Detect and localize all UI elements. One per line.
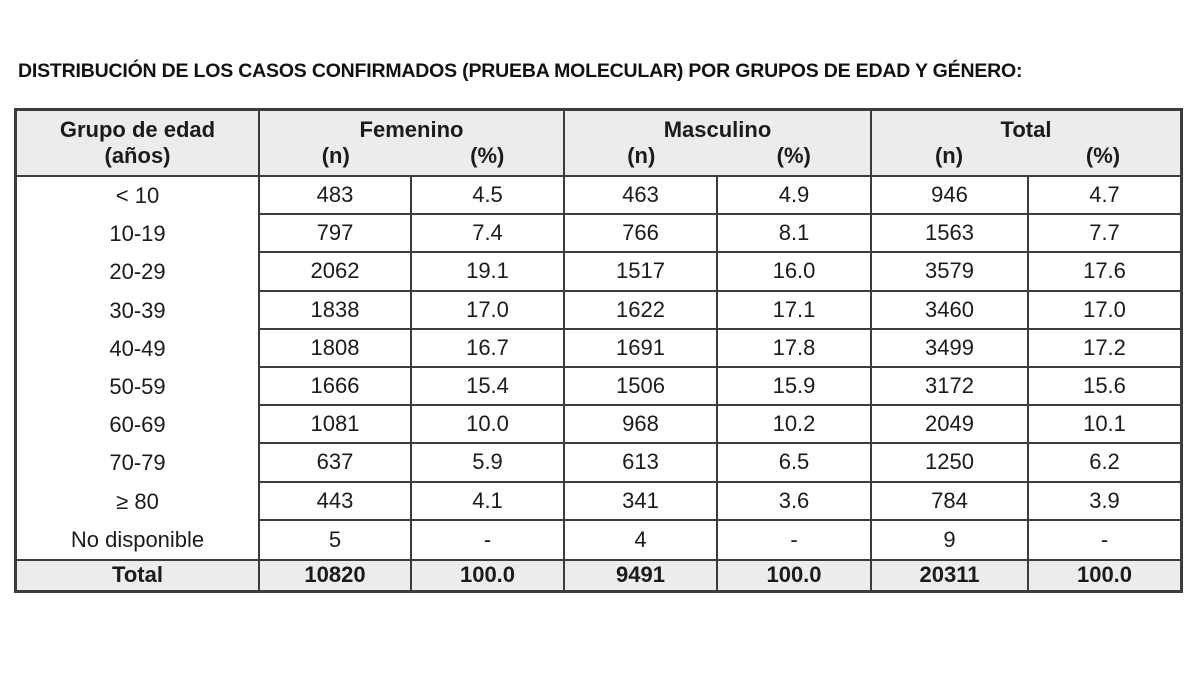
total-row-label: Total xyxy=(17,558,258,590)
total-percent-cell: 10.1 xyxy=(1027,406,1180,445)
male-count-cell: 1517 xyxy=(563,253,716,292)
total-count-cell: 784 xyxy=(870,482,1027,521)
column-header-total: Total (n) (%) xyxy=(870,111,1180,177)
total-count-cell: 3172 xyxy=(870,367,1027,407)
male-percent-cell: 8.1 xyxy=(716,215,870,254)
total-percent-cell: 15.6 xyxy=(1027,367,1180,407)
masculino-pct-label: (%) xyxy=(776,143,811,168)
total-percent-cell: 17.2 xyxy=(1027,329,1180,368)
total-count-cell: 1563 xyxy=(870,215,1027,254)
total-count-cell: 1250 xyxy=(870,444,1027,483)
male-percent-cell: 3.6 xyxy=(716,482,870,521)
total-count-cell: 3460 xyxy=(870,291,1027,330)
page-title: DISTRIBUCIÓN DE LOS CASOS CONFIRMADOS (P… xyxy=(18,60,1023,82)
age-group-cell: 20-29 xyxy=(109,259,166,285)
female-count-cell: 1666 xyxy=(258,367,410,407)
age-group-cell: No disponible xyxy=(70,526,205,552)
femenino-pct-label: (%) xyxy=(470,143,505,168)
total-male-count: 9491 xyxy=(563,558,716,590)
total-n-label: (n) xyxy=(934,143,964,168)
male-count-cell: 1622 xyxy=(563,291,716,330)
total-count-cell: 946 xyxy=(870,177,1027,216)
age-group-cell: 70-79 xyxy=(109,450,166,476)
male-percent-cell: - xyxy=(716,520,870,559)
total-percent-cell: 17.6 xyxy=(1027,253,1180,292)
female-percent-cell: 17.0 xyxy=(410,291,563,330)
femenino-label: Femenino xyxy=(359,116,464,142)
total-total-count: 20311 xyxy=(870,558,1027,590)
male-percent-cell: 17.8 xyxy=(716,329,870,368)
male-percent-cell: 17.1 xyxy=(716,291,870,330)
age-group-header-line1: Grupo de edad xyxy=(59,116,216,142)
female-percent-cell: 5.9 xyxy=(410,444,563,483)
masculino-n-label: (n) xyxy=(627,143,656,168)
total-male-percent: 100.0 xyxy=(716,558,870,590)
total-count-cell: 3579 xyxy=(870,253,1027,292)
female-count-cell: 797 xyxy=(258,215,410,254)
masculino-label: Masculino xyxy=(663,116,772,142)
female-percent-cell: - xyxy=(410,520,563,559)
age-group-cell: 30-39 xyxy=(109,297,166,323)
male-count-cell: 1506 xyxy=(563,367,716,407)
age-group-cell: 40-49 xyxy=(109,335,166,361)
total-percent-cell: 6.2 xyxy=(1027,444,1180,483)
total-percent-cell: 4.7 xyxy=(1027,177,1180,216)
female-count-cell: 1081 xyxy=(258,406,410,445)
female-count-cell: 1808 xyxy=(258,329,410,368)
female-percent-cell: 19.1 xyxy=(410,253,563,292)
total-pct-label: (%) xyxy=(1085,143,1121,168)
female-count-cell: 5 xyxy=(258,520,410,559)
total-total-percent: 100.0 xyxy=(1027,558,1180,590)
male-count-cell: 968 xyxy=(563,406,716,445)
female-percent-cell: 15.4 xyxy=(410,367,563,407)
column-header-femenino: Femenino (n) (%) xyxy=(258,111,563,177)
cases-by-age-gender-table: Grupo de edad (años) Femenino (n) (%) Ma… xyxy=(14,108,1183,593)
total-female-count: 10820 xyxy=(258,558,410,590)
total-count-cell: 2049 xyxy=(870,406,1027,445)
male-percent-cell: 4.9 xyxy=(716,177,870,216)
male-count-cell: 1691 xyxy=(563,329,716,368)
age-group-cell: 10-19 xyxy=(109,221,166,247)
male-percent-cell: 10.2 xyxy=(716,406,870,445)
female-percent-cell: 7.4 xyxy=(410,215,563,254)
female-count-cell: 443 xyxy=(258,482,410,521)
male-percent-cell: 16.0 xyxy=(716,253,870,292)
age-group-cell: 60-69 xyxy=(109,412,166,438)
femenino-n-label: (n) xyxy=(321,143,350,168)
female-percent-cell: 16.7 xyxy=(410,329,563,368)
male-count-cell: 341 xyxy=(563,482,716,521)
total-percent-cell: 17.0 xyxy=(1027,291,1180,330)
age-group-cell: 50-59 xyxy=(109,373,166,399)
total-percent-cell: 7.7 xyxy=(1027,215,1180,254)
female-count-cell: 2062 xyxy=(258,253,410,292)
female-count-cell: 637 xyxy=(258,444,410,483)
female-percent-cell: 4.1 xyxy=(410,482,563,521)
column-header-masculino: Masculino (n) (%) xyxy=(563,111,870,177)
column-header-age-group: Grupo de edad (años) xyxy=(17,111,258,177)
male-percent-cell: 6.5 xyxy=(716,444,870,483)
age-group-cell: < 10 xyxy=(115,183,160,208)
age-group-cell: ≥ 80 xyxy=(116,488,159,514)
total-label: Total xyxy=(1000,116,1052,142)
total-count-cell: 9 xyxy=(870,520,1027,559)
male-count-cell: 766 xyxy=(563,215,716,254)
female-percent-cell: 10.0 xyxy=(410,406,563,445)
total-percent-cell: - xyxy=(1027,520,1180,559)
male-percent-cell: 15.9 xyxy=(716,367,870,407)
total-count-cell: 3499 xyxy=(870,329,1027,368)
male-count-cell: 463 xyxy=(563,177,716,216)
male-count-cell: 613 xyxy=(563,444,716,483)
female-count-cell: 483 xyxy=(258,177,410,216)
male-count-cell: 4 xyxy=(563,520,716,559)
total-percent-cell: 3.9 xyxy=(1027,482,1180,521)
total-female-percent: 100.0 xyxy=(410,558,563,590)
female-percent-cell: 4.5 xyxy=(410,177,563,216)
age-group-header-line2: (años) xyxy=(104,143,171,168)
female-count-cell: 1838 xyxy=(258,291,410,330)
